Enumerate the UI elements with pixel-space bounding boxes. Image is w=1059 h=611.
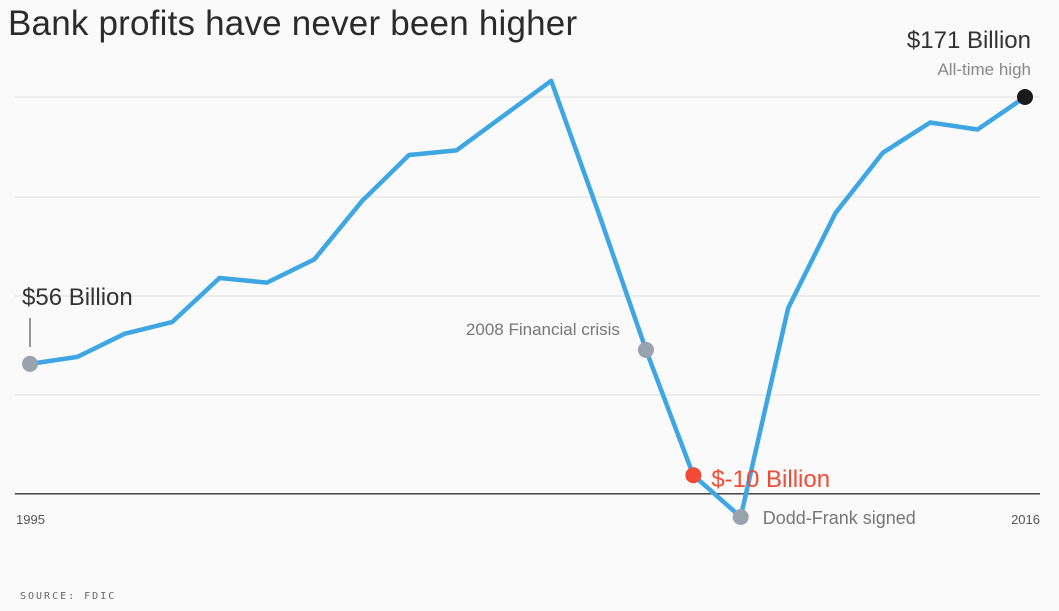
page-title: Bank profits have never been higher [8,4,578,43]
start-point-marker [22,355,38,372]
x-tick-label-end: 2016 [1011,512,1040,527]
high-point-marker [1017,89,1033,105]
crisis-point-marker [637,341,654,358]
dodd-frank-point-marker [732,509,749,525]
low-value-label: $-10 Billion [711,466,830,493]
dodd-frank-label-bg [754,503,951,529]
high-value-label: $171 Billion [907,27,1031,54]
low-point-marker [685,467,702,484]
dodd-frank-label: Dodd-Frank signed [763,508,916,528]
start-value-label: $56 Billion [22,284,133,311]
x-tick-label-start: 1995 [16,512,45,527]
source-note: SOURCE: FDIC [20,591,117,602]
profit-line [27,78,1028,520]
high-sublabel: All-time high [937,60,1031,79]
crisis-label: 2008 Financial crisis [466,320,620,339]
